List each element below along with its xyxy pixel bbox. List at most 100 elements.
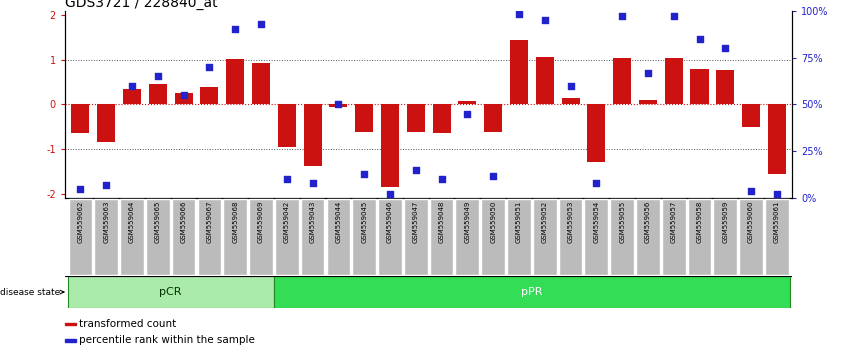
Text: GSM559063: GSM559063 [103, 201, 109, 243]
Point [770, 192, 784, 197]
Point [461, 111, 475, 117]
Bar [665, 57, 682, 104]
Bar [68, 276, 274, 308]
Bar [407, 104, 425, 132]
Bar [94, 199, 118, 275]
Point [744, 188, 758, 194]
Bar [536, 57, 553, 104]
Point [719, 45, 733, 51]
Bar [639, 100, 657, 104]
Text: GSM559050: GSM559050 [490, 201, 496, 243]
Bar [714, 199, 737, 275]
Bar [456, 199, 479, 275]
Text: disease state: disease state [0, 287, 64, 297]
Point [615, 13, 629, 19]
Bar [97, 104, 115, 142]
Bar [175, 93, 192, 104]
Point [409, 167, 423, 173]
Point [486, 173, 500, 178]
Text: GSM559064: GSM559064 [129, 201, 135, 243]
Point [512, 12, 526, 17]
Text: GSM559051: GSM559051 [516, 201, 522, 243]
Point [383, 192, 397, 197]
Bar [329, 104, 347, 107]
Point [564, 83, 578, 88]
Bar [378, 199, 402, 275]
Text: transformed count: transformed count [80, 319, 177, 329]
Text: GSM559046: GSM559046 [387, 201, 393, 243]
Text: pPR: pPR [521, 287, 543, 297]
Bar [613, 57, 631, 104]
Bar [765, 199, 789, 275]
Point [641, 70, 655, 75]
Bar [381, 104, 399, 187]
Bar [171, 199, 196, 275]
Bar [252, 63, 270, 104]
Text: GSM559067: GSM559067 [206, 201, 212, 243]
Point [151, 74, 165, 79]
Text: GDS3721 / 228840_at: GDS3721 / 228840_at [65, 0, 217, 10]
Point [435, 177, 449, 182]
Bar [533, 199, 557, 275]
Bar [68, 199, 93, 275]
Point [667, 13, 681, 19]
Text: GSM559052: GSM559052 [542, 201, 548, 243]
Text: GSM559042: GSM559042 [284, 201, 290, 243]
Text: GSM559068: GSM559068 [232, 201, 238, 243]
Text: GSM559066: GSM559066 [181, 201, 186, 243]
Bar [716, 70, 734, 104]
Point [177, 92, 191, 98]
Bar [636, 199, 660, 275]
Bar [123, 89, 141, 104]
Bar [740, 199, 763, 275]
Bar [507, 199, 531, 275]
Bar [768, 104, 786, 174]
Bar [278, 104, 296, 147]
Bar [223, 199, 247, 275]
Bar [65, 323, 76, 325]
Bar [611, 199, 634, 275]
Text: GSM559059: GSM559059 [722, 201, 728, 243]
Bar [120, 199, 144, 275]
Text: GSM559043: GSM559043 [309, 201, 315, 243]
Bar [200, 87, 218, 104]
Text: GSM559053: GSM559053 [567, 201, 573, 243]
Text: GSM559056: GSM559056 [645, 201, 651, 243]
Bar [430, 199, 454, 275]
Bar [249, 199, 273, 275]
Text: GSM559047: GSM559047 [413, 201, 419, 243]
Bar [197, 199, 222, 275]
Point [358, 171, 372, 177]
Text: GSM559058: GSM559058 [696, 201, 702, 243]
Text: GSM559060: GSM559060 [748, 201, 754, 243]
Bar [326, 199, 350, 275]
Text: GSM559061: GSM559061 [774, 201, 780, 243]
Point [306, 181, 320, 186]
Bar [304, 104, 321, 166]
Bar [432, 104, 450, 133]
Bar [481, 199, 505, 275]
Point [332, 102, 346, 107]
Text: GSM559055: GSM559055 [619, 201, 625, 243]
Point [203, 64, 216, 70]
Text: pCR: pCR [159, 287, 182, 297]
Bar [275, 199, 299, 275]
Text: GSM559069: GSM559069 [258, 201, 264, 243]
Bar [587, 104, 605, 162]
Bar [274, 276, 790, 308]
Bar [484, 104, 502, 132]
Text: GSM559057: GSM559057 [671, 201, 676, 243]
Point [125, 83, 139, 88]
Text: GSM559065: GSM559065 [155, 201, 161, 243]
Point [590, 181, 604, 186]
Text: percentile rank within the sample: percentile rank within the sample [80, 335, 255, 345]
Bar [690, 69, 708, 104]
Point [100, 182, 113, 188]
Point [693, 36, 707, 42]
Bar [662, 199, 686, 275]
Point [74, 186, 87, 192]
Bar [458, 101, 476, 104]
Text: GSM559054: GSM559054 [593, 201, 599, 243]
Point [538, 17, 552, 23]
Bar [65, 339, 76, 342]
